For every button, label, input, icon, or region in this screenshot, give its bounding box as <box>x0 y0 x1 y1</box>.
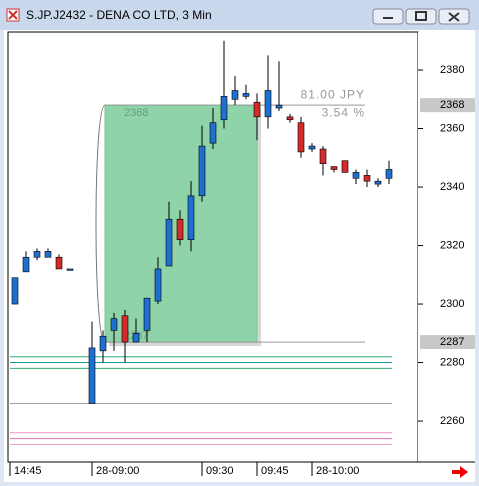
candle-body <box>341 160 349 173</box>
candle-body <box>297 122 305 153</box>
minimize-icon <box>383 17 393 19</box>
candle-body <box>143 297 151 331</box>
window-title: S.JP.J2432 - DENA CO LTD, 3 Min <box>26 8 212 22</box>
candle-body <box>253 101 261 118</box>
x-tick-label: 09:30 <box>206 465 234 477</box>
price-marker <box>420 335 475 350</box>
plot: 2368 2287 81.00 JPY 3.54 % 2260 2280 2300 2320 2… <box>9 40 475 477</box>
candle-body <box>242 93 250 97</box>
candle-body <box>264 90 272 118</box>
candle-body <box>44 251 52 258</box>
measure-percent: 3.54 % <box>322 105 365 119</box>
x-tick-label: 09:45 <box>261 465 289 477</box>
candle-body <box>11 277 19 305</box>
candle-body <box>99 335 107 352</box>
candle-body <box>33 251 41 258</box>
candle-body <box>55 256 63 270</box>
candle-body <box>374 180 382 185</box>
candle-body <box>88 347 96 404</box>
y-tick-label: 2320 <box>440 239 464 251</box>
candle-body <box>231 90 239 100</box>
candle-body <box>198 145 206 197</box>
x-tick-label: 28-09:00 <box>96 465 139 477</box>
candle-body <box>132 332 140 343</box>
candle-body <box>165 218 173 267</box>
app-icon-mark <box>8 10 18 20</box>
candle-body <box>308 145 316 150</box>
candle-body <box>209 122 217 144</box>
candle-body <box>110 318 118 331</box>
measure-arc <box>95 104 106 343</box>
candle-body <box>187 195 195 240</box>
candle-body <box>385 169 393 179</box>
y-tick-label: 2300 <box>440 298 464 310</box>
candle-body <box>352 172 360 179</box>
measure-change: 81.00 JPY <box>301 87 365 101</box>
price-marker <box>420 98 475 113</box>
candle-body <box>176 218 184 240</box>
y-tick-label: 2280 <box>440 356 464 368</box>
candle-body <box>286 116 294 121</box>
close-icon <box>448 12 460 22</box>
candle-body <box>154 268 162 302</box>
x-tick-label: 28-10:00 <box>316 465 359 477</box>
candle-body <box>220 96 228 121</box>
maximize-icon <box>415 11 427 21</box>
y-tick-label: 2360 <box>440 122 464 134</box>
candle-body <box>275 104 283 109</box>
maximize-button[interactable] <box>405 8 437 25</box>
y-tick-label: 2340 <box>440 181 464 193</box>
candle-body <box>66 268 74 271</box>
y-tick-label: 2380 <box>440 64 464 76</box>
candle-body <box>121 315 129 343</box>
minimize-button[interactable] <box>372 8 404 25</box>
price-marker-label: 2287 <box>440 336 464 348</box>
candle-body <box>330 166 338 170</box>
candle-body <box>22 256 30 273</box>
x-tick-label: 14:45 <box>14 465 42 477</box>
price-marker-label: 2368 <box>440 99 464 111</box>
candle-body <box>319 148 327 164</box>
y-tick-label: 2260 <box>440 415 464 427</box>
candle-body <box>363 175 371 182</box>
measure-start-label: 2368 <box>124 107 148 119</box>
scroll-arrow[interactable] <box>452 466 468 478</box>
